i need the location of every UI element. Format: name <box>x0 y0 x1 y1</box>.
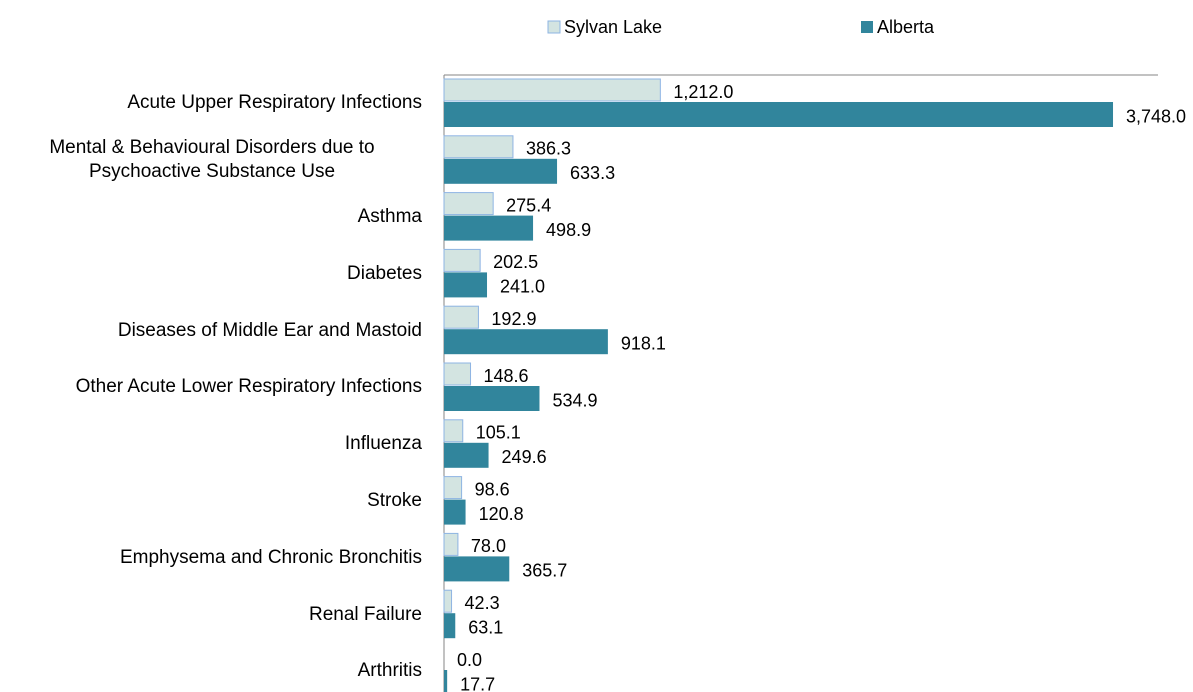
bar <box>444 329 608 355</box>
value-label: 105.1 <box>476 423 521 443</box>
value-label: 17.7 <box>460 674 495 692</box>
bar <box>443 192 494 216</box>
value-label: 148.6 <box>484 366 529 386</box>
bar <box>444 556 510 582</box>
bar <box>443 532 459 556</box>
value-label: 202.5 <box>493 252 538 272</box>
y-tick-text: Emphysema and Chronic Bronchitis <box>119 546 422 568</box>
value-label: 386.3 <box>526 139 571 159</box>
value-label: 192.9 <box>491 309 536 329</box>
value-label: 42.3 <box>465 593 500 613</box>
y-tick-label: Asthma <box>2 205 422 229</box>
legend-label: Sylvan Lake <box>564 17 662 37</box>
y-tick-label: Renal Failure <box>2 603 422 627</box>
legend-label: Alberta <box>877 17 935 37</box>
y-tick-text: Asthma <box>357 206 422 227</box>
y-tick-text: Renal Failure <box>309 603 422 625</box>
value-label: 98.6 <box>475 479 510 499</box>
legend-swatch <box>861 21 873 33</box>
y-tick-text: Arthritis <box>357 660 422 682</box>
value-label: 3,748.0 <box>1126 106 1186 126</box>
bar <box>443 135 514 159</box>
value-label: 1,212.0 <box>673 82 733 102</box>
value-label: 633.3 <box>570 163 615 183</box>
value-label: 249.6 <box>502 447 547 467</box>
bar <box>444 386 540 411</box>
y-tick-label: Acute Upper Respiratory Infections <box>2 91 422 115</box>
y-tick-text: Stroke <box>367 490 422 511</box>
y-tick-label: Diseases of Middle Ear and Mastoid <box>2 319 422 343</box>
bar <box>444 442 489 468</box>
y-tick-label: Influenza <box>2 432 422 456</box>
bar <box>443 476 463 500</box>
value-label: 918.1 <box>621 333 666 353</box>
y-tick-text: Influenza <box>344 433 422 455</box>
bar <box>444 670 448 692</box>
bar <box>444 272 488 298</box>
y-tick-label: Arthritis <box>2 659 422 683</box>
value-label: 63.1 <box>468 617 503 637</box>
bar <box>443 248 481 272</box>
bar <box>443 78 661 102</box>
value-label: 498.9 <box>546 220 591 240</box>
value-label: 365.7 <box>522 561 567 581</box>
y-tick-text: Mental & Behavioural Disorders due to Ps… <box>49 137 375 183</box>
y-tick-label: Mental & Behavioural Disorders due to Ps… <box>2 136 422 184</box>
bar <box>444 158 558 184</box>
bar <box>444 613 456 639</box>
y-tick-text: Other Acute Lower Respiratory Infections <box>75 376 422 398</box>
value-label: 534.9 <box>552 390 597 410</box>
bar <box>444 215 534 241</box>
value-label: 78.0 <box>471 536 506 556</box>
value-label: 241.0 <box>500 277 545 297</box>
bar <box>444 102 1114 127</box>
value-label: 120.8 <box>479 504 524 524</box>
y-tick-text: Acute Upper Respiratory Infections <box>127 92 422 114</box>
y-tick-label: Stroke <box>2 489 422 513</box>
bar <box>443 589 453 613</box>
y-tick-text: Diabetes <box>347 262 422 284</box>
legend-swatch <box>547 20 561 34</box>
bar <box>443 305 479 329</box>
bar <box>443 362 472 386</box>
y-tick-label: Other Acute Lower Respiratory Infections <box>2 375 422 399</box>
y-tick-text: Diseases of Middle Ear and Mastoid <box>117 319 422 341</box>
value-label: 0.0 <box>457 650 482 670</box>
bar <box>443 419 464 443</box>
value-label: 275.4 <box>506 195 551 215</box>
y-tick-label: Emphysema and Chronic Bronchitis <box>2 546 422 570</box>
bar <box>444 499 466 525</box>
y-tick-label: Diabetes <box>2 262 422 286</box>
